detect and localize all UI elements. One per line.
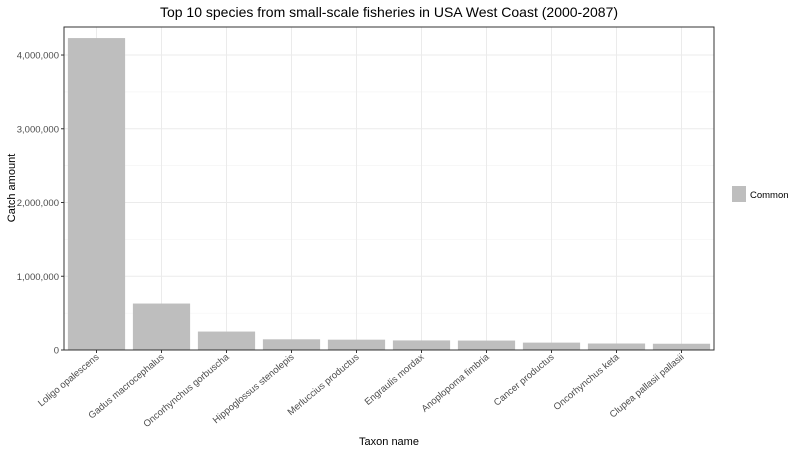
y-tick-label: 3,000,000 <box>17 124 59 135</box>
y-tick-label: 0 <box>54 346 59 357</box>
bar <box>392 340 451 350</box>
bar <box>67 38 126 350</box>
legend-key-common <box>732 186 746 202</box>
bar <box>132 303 191 350</box>
bar <box>587 343 646 350</box>
bar <box>522 342 581 350</box>
x-tick-label: Engraulis mordax <box>363 352 427 408</box>
bar <box>327 339 386 350</box>
grid-minor <box>64 91 714 314</box>
legend-label-common: Common <box>750 190 789 201</box>
x-tick-label: Cancer productus <box>492 352 557 409</box>
bar <box>457 340 516 350</box>
y-axis-title: Catch amount <box>6 154 18 222</box>
plot-panel-border <box>63 26 715 351</box>
chart-title: Top 10 species from small-scale fisherie… <box>160 4 618 20</box>
bar <box>652 343 711 350</box>
grid-major <box>64 27 714 351</box>
bar <box>197 331 256 350</box>
y-tick-label: 4,000,000 <box>17 51 59 62</box>
bar <box>262 339 321 350</box>
y-tick-label: 2,000,000 <box>17 198 59 209</box>
bars <box>67 38 711 350</box>
y-axis: 0 1,000,000 2,000,000 3,000,000 4,000,000 <box>17 51 64 357</box>
legend: Common <box>732 186 789 202</box>
x-tick-label: Loligo opalescens <box>36 352 102 409</box>
x-tick-label: Clupea pallasii pallasii <box>608 352 687 421</box>
x-tick-label: Merluccius productus <box>286 352 362 418</box>
y-tick-label: 1,000,000 <box>17 272 59 283</box>
x-tick-label: Anoplopoma fimbria <box>420 351 492 414</box>
x-tick-label: Oncorhynchus keta <box>552 351 622 412</box>
x-axis-title: Taxon name <box>359 436 419 448</box>
